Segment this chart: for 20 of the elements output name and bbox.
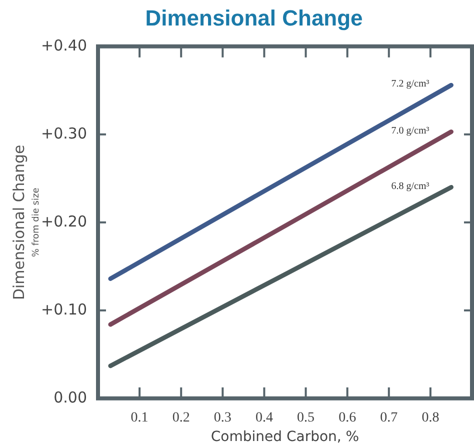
- y-tick-label: +0.10: [41, 300, 87, 318]
- x-tick-label: 0.4: [255, 410, 273, 426]
- series-label: 7.0 g/cm³: [391, 125, 430, 136]
- x-axis-title: Combined Carbon, %: [210, 429, 360, 446]
- chart-title: Dimensional Change: [145, 5, 363, 30]
- y-axis-title: Dimensional Change: [10, 144, 28, 300]
- y-tick-label: +0.40: [41, 36, 87, 54]
- x-tick-label: 0.7: [380, 410, 398, 426]
- x-tick-label: 0.6: [338, 410, 356, 426]
- y-tick-label: 0.00: [54, 388, 87, 406]
- series-label: 6.8 g/cm³: [391, 180, 430, 192]
- x-tick-label: 0.3: [214, 410, 232, 426]
- y-tick-label: +0.20: [41, 212, 87, 230]
- x-tick-label: 0.5: [297, 410, 315, 426]
- text: % from die size: [31, 187, 42, 258]
- series-label: 7.2 g/cm³: [391, 78, 430, 90]
- x-tick-label: 0.2: [172, 410, 190, 426]
- x-tick-label: 0.1: [130, 410, 148, 426]
- y-tick-label: +0.30: [41, 124, 87, 142]
- x-tick-label: 0.8: [422, 410, 440, 426]
